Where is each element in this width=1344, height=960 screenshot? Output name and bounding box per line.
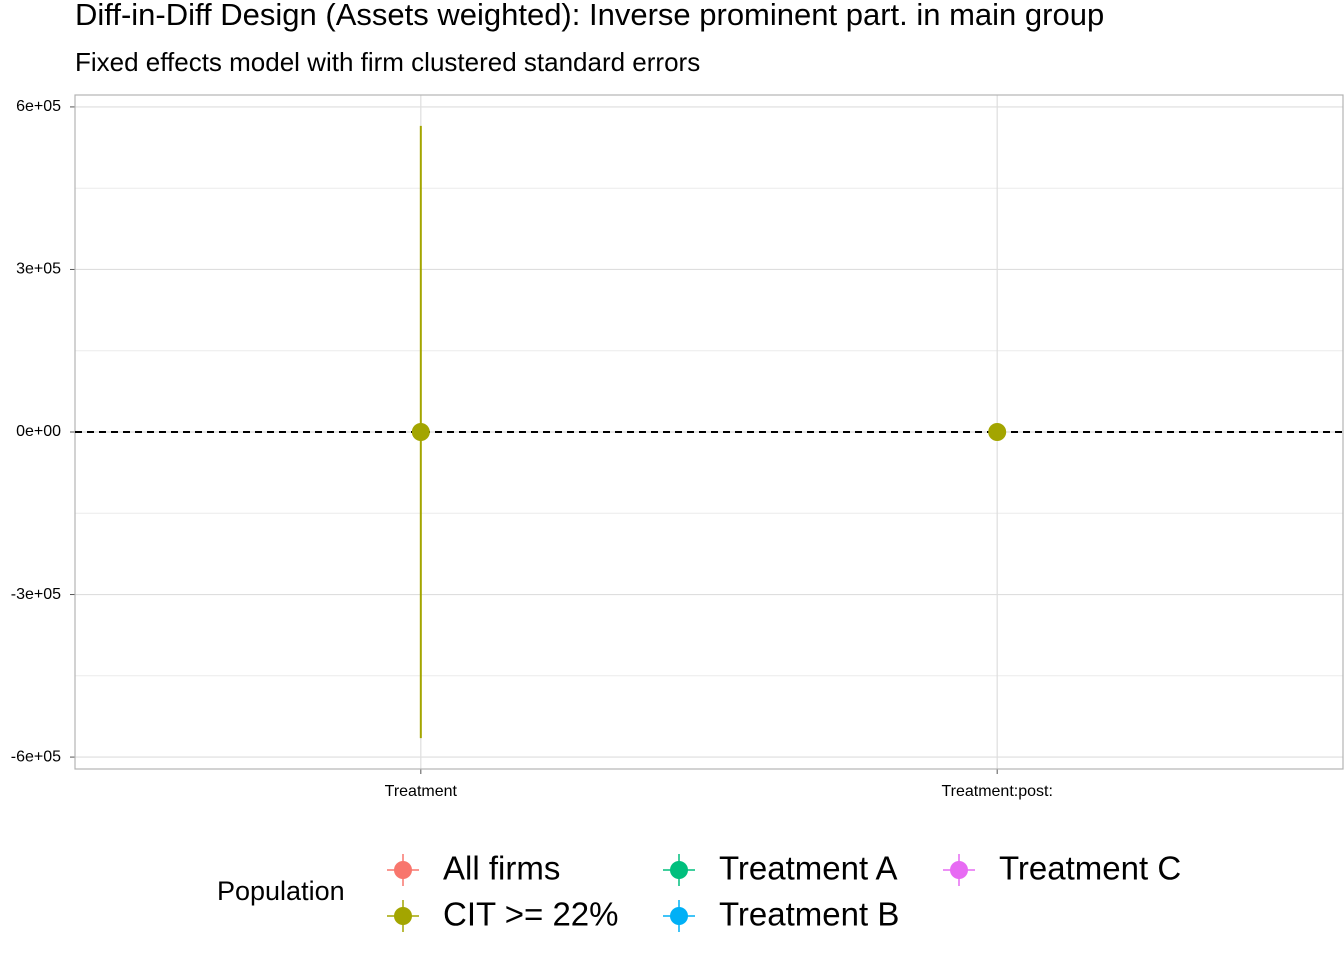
chart-title: Diff-in-Diff Design (Assets weighted): I… bbox=[75, 0, 1104, 32]
legend-title: Population bbox=[217, 876, 345, 906]
legend-label: Treatment A bbox=[719, 850, 898, 887]
y-tick-label: 6e+05 bbox=[16, 98, 61, 115]
chart-subtitle: Fixed effects model with firm clustered … bbox=[75, 47, 700, 77]
legend-key bbox=[670, 907, 688, 925]
legend-label: Treatment B bbox=[719, 896, 899, 933]
x-tick-label: Treatment bbox=[385, 783, 458, 800]
y-tick-label: 0e+00 bbox=[16, 423, 61, 440]
legend-key bbox=[394, 861, 412, 879]
legend-label: Treatment C bbox=[999, 850, 1181, 887]
y-tick-label: -6e+05 bbox=[11, 748, 61, 765]
point bbox=[411, 423, 430, 441]
y-tick-label: -3e+05 bbox=[11, 586, 61, 603]
legend-label: All firms bbox=[443, 850, 560, 887]
legend-label: CIT >= 22% bbox=[443, 896, 619, 933]
legend-key bbox=[394, 907, 412, 925]
legend-key bbox=[950, 861, 968, 879]
point bbox=[988, 423, 1007, 441]
y-tick-label: 3e+05 bbox=[16, 261, 61, 278]
legend-key bbox=[670, 861, 688, 879]
x-tick-label: Treatment:post: bbox=[941, 783, 1052, 800]
